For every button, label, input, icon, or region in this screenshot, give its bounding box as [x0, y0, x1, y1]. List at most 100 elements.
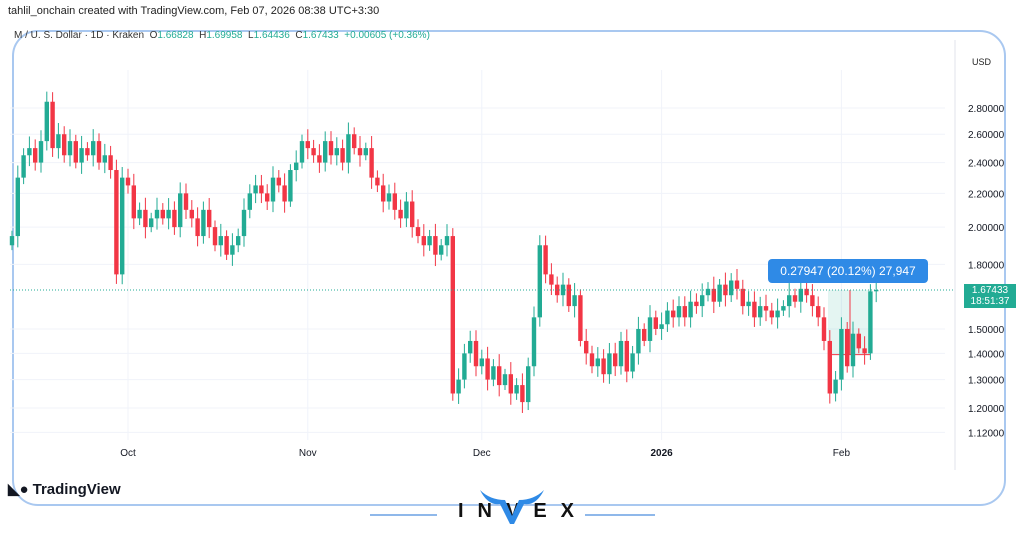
candle-body [328, 141, 334, 156]
high-value: 1.69958 [206, 30, 243, 41]
candle-body [317, 155, 322, 163]
candle-body [27, 148, 32, 156]
candle-body [468, 340, 473, 354]
candle-body [746, 301, 751, 307]
tradingview-logo[interactable]: ◣● TradingView [8, 480, 121, 499]
candle-body [601, 358, 606, 375]
candle-body [218, 236, 223, 246]
candle-body [201, 209, 206, 237]
candle-body [769, 310, 774, 318]
candle-body [624, 340, 629, 372]
candle-body [485, 358, 490, 380]
candle-body [537, 245, 542, 318]
candle-body [259, 185, 264, 194]
candle-body [340, 148, 345, 163]
candle-body [729, 280, 734, 296]
candle-body [352, 134, 357, 149]
candle-body [526, 366, 531, 403]
candle-body [346, 134, 351, 163]
candle-body [444, 236, 450, 246]
x-tick-label: 2026 [650, 448, 673, 459]
y-tick-label: 1.80000 [968, 260, 1005, 271]
candle-body [491, 366, 496, 380]
candle-body [241, 209, 247, 237]
change-value: +0.00605 (+0.36%) [344, 30, 430, 41]
candle-body [723, 284, 728, 296]
candle-body [294, 162, 299, 171]
candle-body [38, 141, 44, 163]
candle-body [114, 170, 119, 275]
candle-body [816, 306, 821, 318]
candle-body [85, 148, 90, 156]
candle-body [15, 177, 20, 237]
y-tick-label: 1.30000 [968, 376, 1005, 387]
candle-body [618, 340, 624, 367]
candle-body [143, 209, 148, 228]
open-value: 1.66828 [157, 30, 194, 41]
candle-body [96, 141, 102, 163]
y-tick-label: 1.50000 [968, 325, 1005, 336]
candle-body [62, 134, 67, 156]
candle-body [763, 306, 769, 311]
candle-body [404, 201, 409, 219]
candle-body [33, 148, 38, 163]
candle-body [578, 295, 583, 341]
candle-body [56, 134, 61, 149]
candle-body [450, 236, 455, 394]
candle-body [630, 353, 635, 372]
candle-body [740, 288, 745, 307]
candle-body [172, 209, 177, 228]
low-label: L [248, 30, 254, 41]
candle-body [874, 290, 879, 292]
candle-body [224, 236, 229, 255]
candle-body [543, 245, 548, 275]
symbol[interactable]: M / U. S. Dollar · 1D · Kraken [14, 30, 145, 41]
candle-body [589, 353, 595, 367]
candle-body [125, 177, 131, 186]
candle-body [79, 148, 84, 163]
candle-body [265, 193, 270, 202]
candle-body [433, 236, 438, 255]
candle-body [276, 177, 281, 186]
candle-body [653, 317, 658, 329]
candle-body [734, 280, 740, 289]
candle-body [531, 317, 537, 367]
candle-body [73, 141, 78, 163]
candle-body [520, 385, 525, 403]
currency-label[interactable]: USD [972, 57, 992, 67]
candle-body [856, 333, 861, 349]
bar-countdown: 18:51:37 [970, 296, 1010, 307]
candle-body [839, 328, 844, 380]
candle-body [462, 353, 467, 380]
candle-body [357, 148, 363, 156]
candle-body [613, 353, 618, 367]
y-tick-label: 2.20000 [968, 189, 1005, 200]
candle-body [850, 333, 856, 367]
candle-body [595, 358, 600, 367]
candle-body [821, 317, 827, 341]
candle-body [700, 295, 705, 307]
candle-body [514, 385, 519, 394]
candle-body [473, 340, 479, 367]
candle-body [178, 193, 183, 228]
y-tick-label: 1.20000 [968, 404, 1005, 415]
candle-body [183, 193, 189, 210]
open-label: O [149, 30, 158, 41]
measure-label: 0.27947 (20.12%) 27,947 [768, 259, 928, 283]
candle-body [375, 177, 380, 186]
candle-body [868, 291, 873, 354]
candle-body [636, 328, 641, 354]
candle-body [792, 295, 798, 302]
candle-body [392, 193, 397, 210]
candle-body [166, 209, 171, 219]
invex-logo [370, 490, 655, 524]
candle-body [50, 101, 55, 149]
candle-body [288, 170, 293, 202]
candle-body [798, 288, 803, 302]
candle-body [752, 301, 757, 318]
candle-body [305, 141, 310, 149]
candle-body [195, 218, 200, 237]
candle-body [91, 141, 96, 156]
candle-body [282, 185, 287, 202]
